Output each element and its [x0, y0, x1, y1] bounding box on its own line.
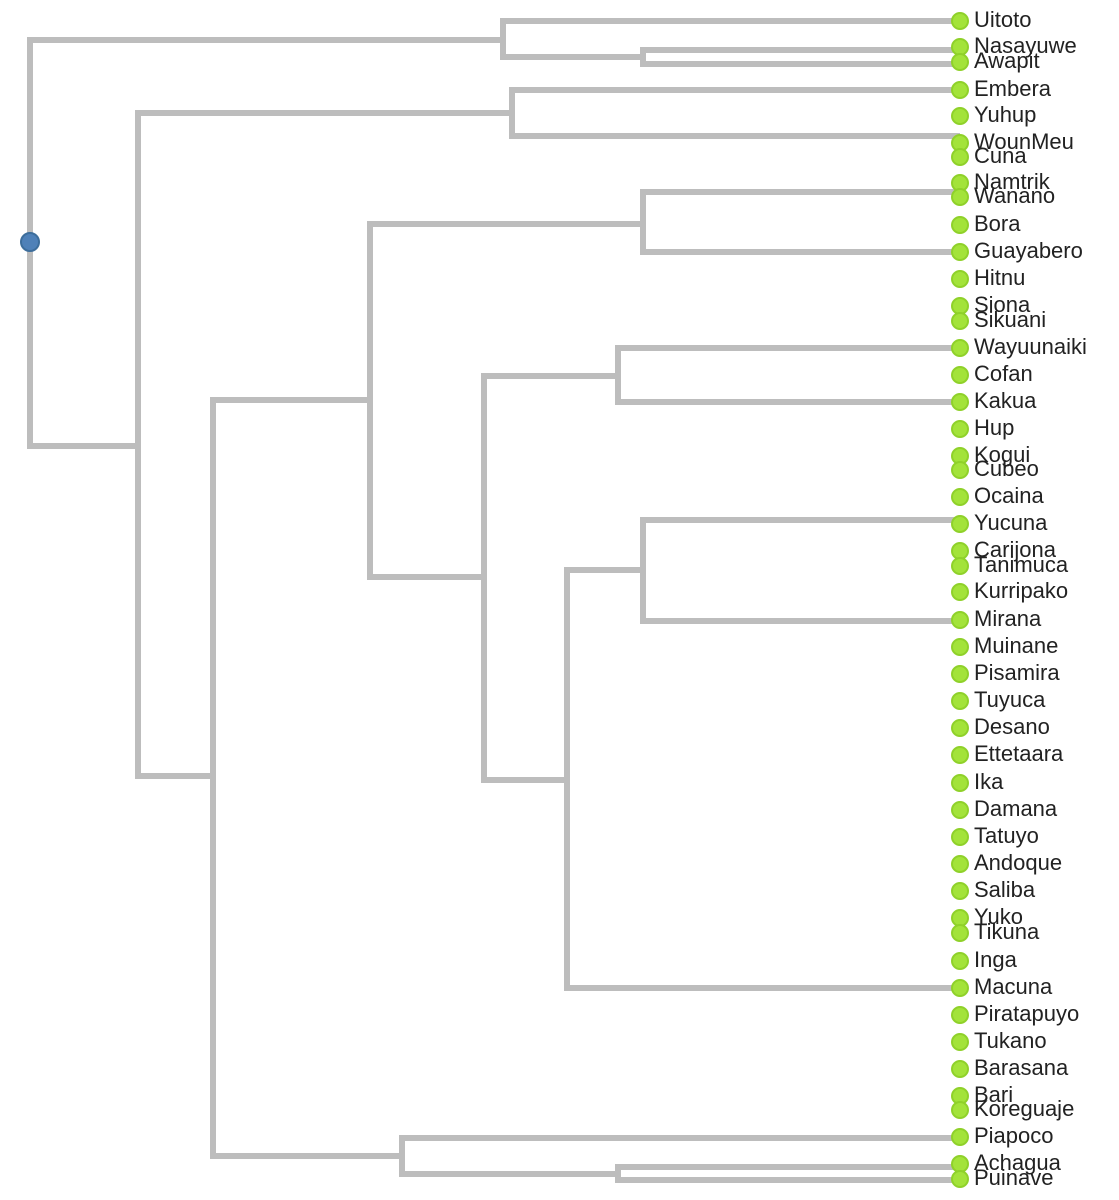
leaf-node: [951, 312, 969, 330]
leaf-node: [951, 1155, 969, 1173]
leaf-label: Kurripako: [974, 578, 1068, 603]
leaf-label: Hup: [974, 415, 1014, 440]
leaf-node: [951, 801, 969, 819]
leaf-label: Tanimuca: [974, 552, 1069, 577]
leaf-node: [951, 107, 969, 125]
leaf-node: [951, 979, 969, 997]
leaf-node: [951, 855, 969, 873]
leaf-label: Bora: [974, 211, 1021, 236]
leaf-label: Hitnu: [974, 265, 1025, 290]
leaf-label: Piapoco: [974, 1123, 1054, 1148]
leaf-label: Tuyuca: [974, 687, 1046, 712]
leaf-label: Barasana: [974, 1055, 1069, 1080]
leaf-node: [951, 583, 969, 601]
leaf-label: Sikuani: [974, 307, 1046, 332]
leaf-node: [951, 1101, 969, 1119]
leaf-label: Puinave: [974, 1165, 1054, 1190]
leaf-label: Namtrik: [974, 169, 1051, 194]
root-node: [20, 232, 40, 252]
leaf-node: [951, 774, 969, 792]
leaf-label: Ika: [974, 769, 1004, 794]
leaf-node: [951, 461, 969, 479]
leaf-node: [951, 420, 969, 438]
leaf-node: [951, 216, 969, 234]
leaf-label: Damana: [974, 796, 1058, 821]
leaf-node: [951, 638, 969, 656]
leaf-label: Wanano: [974, 183, 1055, 208]
leaf-node: [951, 924, 969, 942]
leaf-label: Bari: [974, 1082, 1013, 1107]
leaf-label: Nasayuwe: [974, 33, 1077, 58]
leaf-node: [951, 12, 969, 30]
leaf-node: [951, 38, 969, 56]
leaf-node: [951, 297, 969, 315]
leaf-node: [951, 393, 969, 411]
leaf-label: Piratapuyo: [974, 1001, 1079, 1026]
leaf-label: Guayabero: [974, 238, 1083, 263]
leaf-node: [951, 1033, 969, 1051]
leaf-label: Pisamira: [974, 660, 1060, 685]
leaf-node: [951, 1128, 969, 1146]
leaf-node: [951, 148, 969, 166]
leaf-label: Achagua: [974, 1150, 1062, 1175]
leaf-node: [951, 1060, 969, 1078]
leaf-node: [951, 515, 969, 533]
leaf-label: Saliba: [974, 877, 1036, 902]
leaf-label: Awapit: [974, 48, 1040, 73]
leaf-label: Ettetaara: [974, 741, 1064, 766]
leaf-node: [951, 188, 969, 206]
leaf-node: [951, 1006, 969, 1024]
leaf-node: [951, 882, 969, 900]
leaf-label: Andoque: [974, 850, 1062, 875]
leaf-label: Koreguaje: [974, 1096, 1074, 1121]
leaf-node: [951, 665, 969, 683]
leaf-node: [951, 542, 969, 560]
leaf-label: Tatuyo: [974, 823, 1039, 848]
leaf-labels: UitotoNasayuweAwapitEmberaYuhupWounMeuCu…: [974, 7, 1087, 1190]
leaf-label: Inga: [974, 947, 1018, 972]
leaf-label: Yuhup: [974, 102, 1036, 127]
leaf-label: Uitoto: [974, 7, 1031, 32]
leaf-label: Siona: [974, 292, 1031, 317]
leaf-node: [951, 909, 969, 927]
leaf-label: Desano: [974, 714, 1050, 739]
leaf-label: Yuko: [974, 904, 1023, 929]
leaf-label: Wayuunaiki: [974, 334, 1087, 359]
leaf-label: Muinane: [974, 633, 1058, 658]
leaf-label: Carijona: [974, 537, 1057, 562]
leaf-label: Ocaina: [974, 483, 1044, 508]
leaf-node: [951, 611, 969, 629]
leaf-node: [951, 270, 969, 288]
leaf-node: [951, 828, 969, 846]
leaf-node: [951, 339, 969, 357]
leaf-label: Embera: [974, 76, 1052, 101]
leaf-node: [951, 557, 969, 575]
leaf-label: Tikuna: [974, 919, 1040, 944]
leaf-node: [951, 692, 969, 710]
leaf-node: [951, 53, 969, 71]
tree-branches: [27, 18, 960, 1183]
tree-nodes: [20, 12, 969, 1188]
leaf-node: [951, 243, 969, 261]
leaf-label: Cofan: [974, 361, 1033, 386]
leaf-node: [951, 952, 969, 970]
leaf-label: WounMeu: [974, 129, 1074, 154]
leaf-label: Kogui: [974, 442, 1030, 467]
leaf-label: Cuna: [974, 143, 1027, 168]
leaf-node: [951, 81, 969, 99]
leaf-label: Kakua: [974, 388, 1037, 413]
leaf-label: Yucuna: [974, 510, 1048, 535]
leaf-label: Tukano: [974, 1028, 1047, 1053]
leaf-node: [951, 746, 969, 764]
leaf-label: Cubeo: [974, 456, 1039, 481]
leaf-node: [951, 366, 969, 384]
leaf-node: [951, 719, 969, 737]
leaf-label: Mirana: [974, 606, 1042, 631]
leaf-node: [951, 488, 969, 506]
leaf-node: [951, 1170, 969, 1188]
leaf-label: Macuna: [974, 974, 1053, 999]
